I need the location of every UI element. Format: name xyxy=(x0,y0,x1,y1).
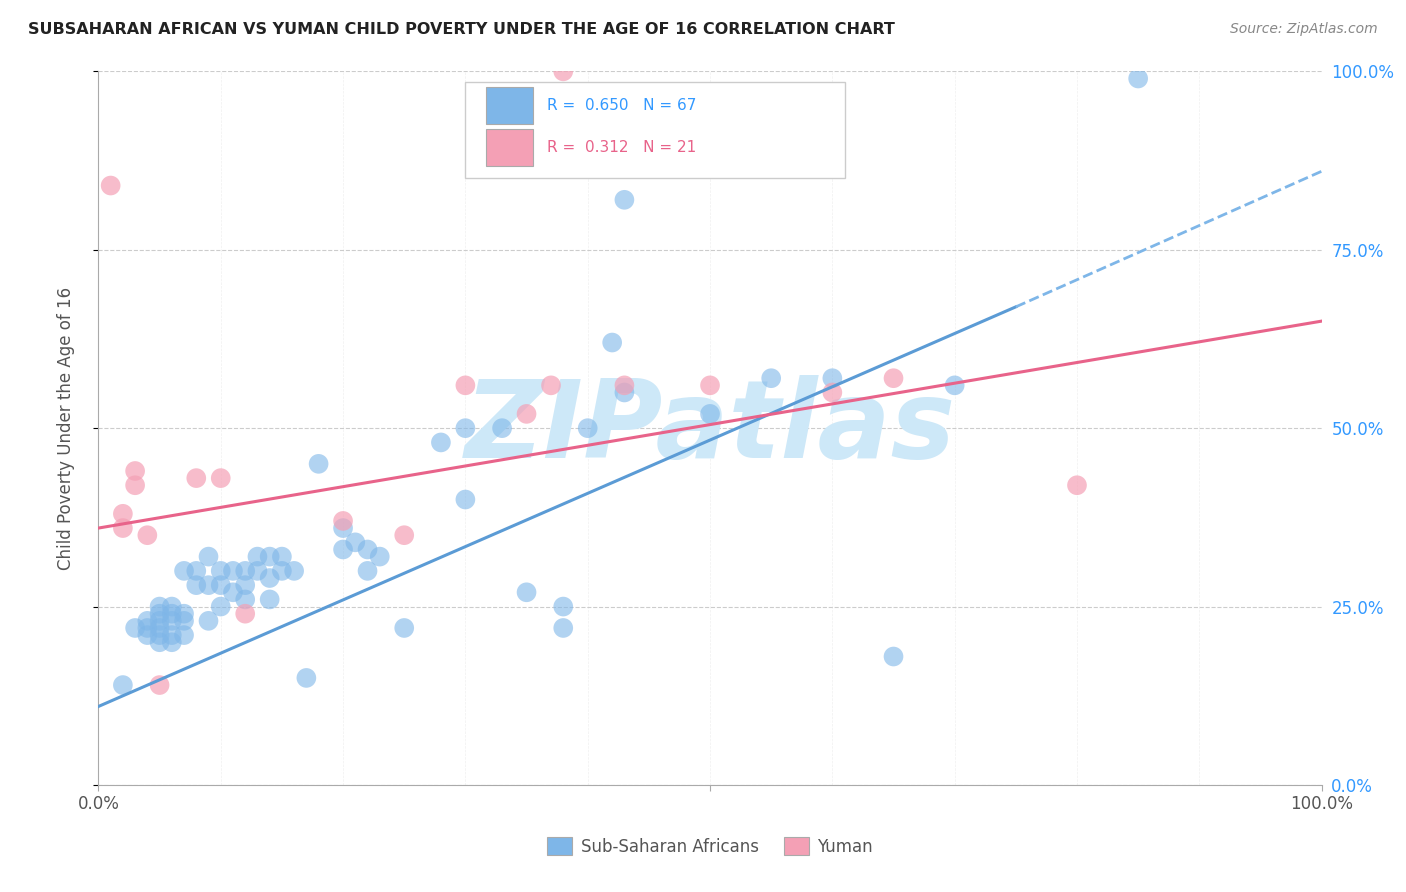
Point xyxy=(124,478,146,492)
Point xyxy=(149,678,172,692)
Point xyxy=(821,371,844,385)
Point xyxy=(761,371,783,385)
Point xyxy=(160,599,183,614)
Point xyxy=(1128,71,1150,86)
Point xyxy=(332,514,354,528)
Text: R =  0.312   N = 21: R = 0.312 N = 21 xyxy=(547,140,696,155)
Point xyxy=(233,578,256,592)
Point xyxy=(136,528,159,542)
Point xyxy=(295,671,318,685)
Point xyxy=(149,628,172,642)
Point xyxy=(515,407,537,421)
Legend: Sub-Saharan Africans, Yuman: Sub-Saharan Africans, Yuman xyxy=(541,830,879,863)
Point xyxy=(576,421,599,435)
Point xyxy=(186,564,208,578)
Point xyxy=(209,599,232,614)
Point xyxy=(600,335,623,350)
Point xyxy=(308,457,330,471)
Point xyxy=(270,564,294,578)
Point xyxy=(124,621,146,635)
Point xyxy=(149,614,172,628)
Text: SUBSAHARAN AFRICAN VS YUMAN CHILD POVERTY UNDER THE AGE OF 16 CORRELATION CHART: SUBSAHARAN AFRICAN VS YUMAN CHILD POVERT… xyxy=(28,22,896,37)
Point xyxy=(160,635,183,649)
FancyBboxPatch shape xyxy=(486,128,533,166)
Point xyxy=(246,549,269,564)
Point xyxy=(149,635,172,649)
Point xyxy=(173,564,195,578)
Point xyxy=(883,649,905,664)
Point xyxy=(136,628,159,642)
Point xyxy=(197,578,219,592)
Point xyxy=(943,378,966,392)
Point xyxy=(222,564,245,578)
Point xyxy=(553,621,575,635)
Point xyxy=(173,607,195,621)
Point xyxy=(197,614,219,628)
Point xyxy=(233,564,256,578)
Point xyxy=(197,549,219,564)
Point xyxy=(491,421,513,435)
Point xyxy=(209,564,232,578)
Point xyxy=(100,178,122,193)
Point xyxy=(553,599,575,614)
Point xyxy=(259,592,281,607)
Point xyxy=(160,607,183,621)
Text: Source: ZipAtlas.com: Source: ZipAtlas.com xyxy=(1230,22,1378,37)
Point xyxy=(332,542,354,557)
Point xyxy=(883,371,905,385)
Point xyxy=(368,549,391,564)
Point xyxy=(209,578,232,592)
Point xyxy=(259,571,281,585)
Point xyxy=(173,628,195,642)
Point xyxy=(149,621,172,635)
Point xyxy=(233,592,256,607)
Point xyxy=(136,614,159,628)
Point xyxy=(270,549,294,564)
Point xyxy=(430,435,453,450)
Point xyxy=(160,614,183,628)
Point xyxy=(1066,478,1088,492)
Point xyxy=(149,607,172,621)
Point xyxy=(222,585,245,599)
Point xyxy=(454,421,477,435)
Point xyxy=(186,578,208,592)
Point xyxy=(454,378,477,392)
Point xyxy=(186,471,208,485)
Point xyxy=(392,528,416,542)
Point xyxy=(283,564,305,578)
Point xyxy=(111,521,134,535)
Text: R =  0.650   N = 67: R = 0.650 N = 67 xyxy=(547,98,697,113)
Point xyxy=(553,64,575,78)
Point xyxy=(209,471,232,485)
Point xyxy=(111,678,134,692)
Point xyxy=(246,564,269,578)
Point xyxy=(173,614,195,628)
Point xyxy=(540,378,562,392)
Point xyxy=(160,628,183,642)
Point xyxy=(613,378,636,392)
FancyBboxPatch shape xyxy=(465,82,845,178)
Point xyxy=(613,385,636,400)
Point xyxy=(136,621,159,635)
Point xyxy=(149,599,172,614)
Point xyxy=(613,193,636,207)
Point xyxy=(392,621,416,635)
FancyBboxPatch shape xyxy=(486,87,533,124)
Point xyxy=(454,492,477,507)
Point xyxy=(356,564,378,578)
Y-axis label: Child Poverty Under the Age of 16: Child Poverty Under the Age of 16 xyxy=(56,286,75,570)
Point xyxy=(356,542,378,557)
Point xyxy=(233,607,256,621)
Point xyxy=(332,521,354,535)
Point xyxy=(124,464,146,478)
Text: ZIPatlas: ZIPatlas xyxy=(464,376,956,481)
Point xyxy=(111,507,134,521)
Point xyxy=(344,535,367,549)
Point xyxy=(699,378,721,392)
Point xyxy=(699,407,721,421)
Point xyxy=(515,585,537,599)
Point xyxy=(259,549,281,564)
Point xyxy=(821,385,844,400)
